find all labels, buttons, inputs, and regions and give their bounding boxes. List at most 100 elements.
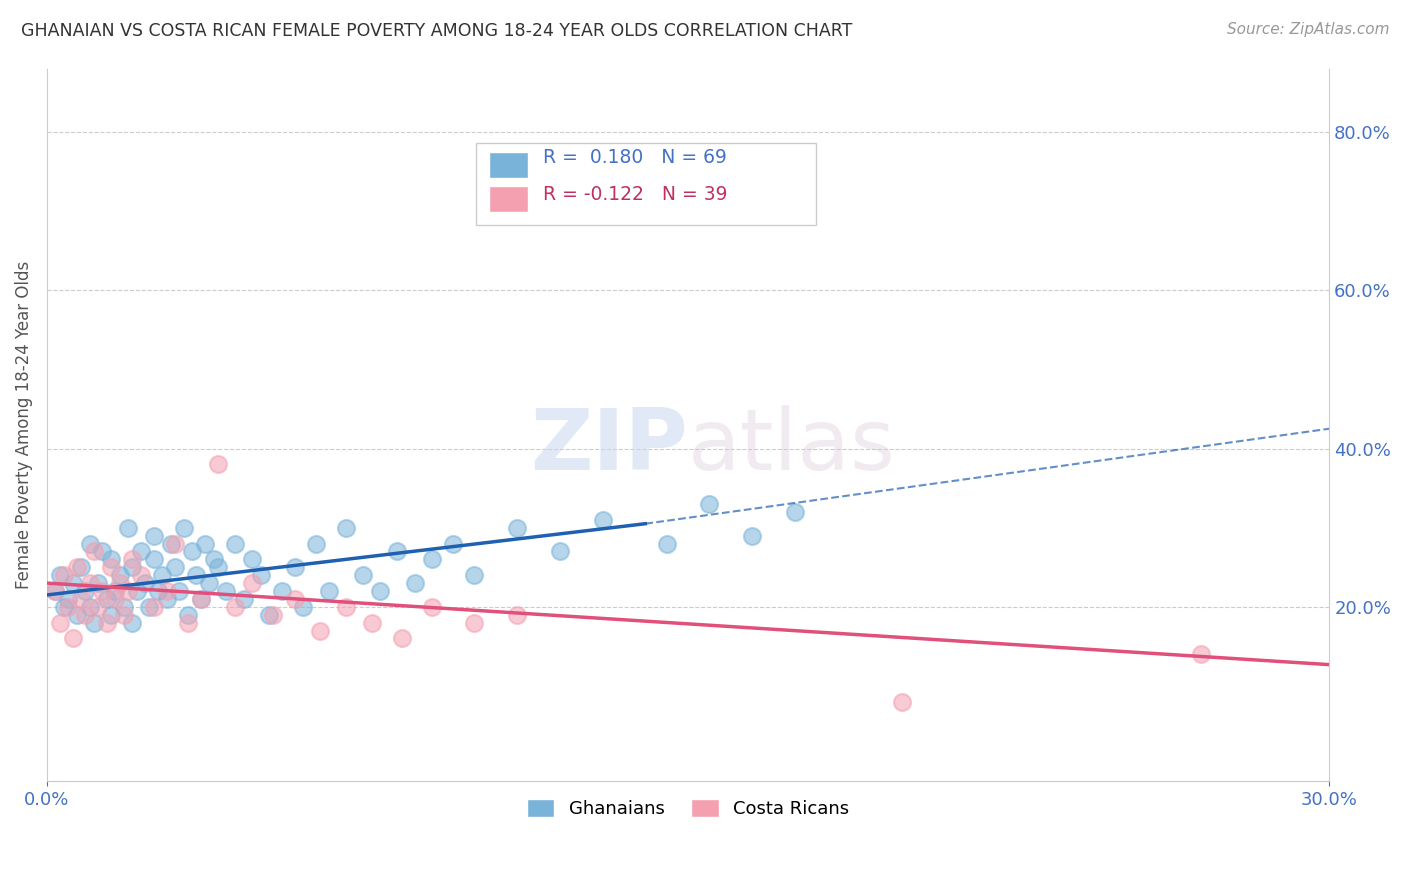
Ghanaians (202, 552, 225, 566)
Ghanaians (224, 536, 246, 550)
Costa Ricans (87, 599, 110, 614)
Ghanaians (352, 568, 374, 582)
Ghanaians (271, 584, 294, 599)
Costa Ricans (91, 584, 114, 599)
Ghanaians (592, 513, 614, 527)
Costa Ricans (309, 624, 332, 638)
Costa Ricans (100, 560, 122, 574)
Ghanaians (441, 536, 464, 550)
Ghanaians (91, 544, 114, 558)
Ghanaians (190, 591, 212, 606)
Ghanaians (249, 568, 271, 582)
Ghanaians (215, 584, 238, 599)
Ghanaians (318, 584, 340, 599)
Ghanaians (142, 552, 165, 566)
Ghanaians (232, 591, 254, 606)
Legend: Ghanaians, Costa Ricans: Ghanaians, Costa Ricans (520, 791, 856, 825)
Costa Ricans (112, 607, 135, 622)
Costa Ricans (129, 568, 152, 582)
Ghanaians (100, 552, 122, 566)
Costa Ricans (66, 560, 89, 574)
Ghanaians (108, 568, 131, 582)
Ghanaians (138, 599, 160, 614)
Costa Ricans (224, 599, 246, 614)
Ghanaians (129, 544, 152, 558)
Costa Ricans (79, 576, 101, 591)
Costa Ricans (177, 615, 200, 630)
Ghanaians (305, 536, 328, 550)
Text: ZIP: ZIP (530, 405, 688, 488)
Costa Ricans (420, 599, 443, 614)
Ghanaians (186, 568, 208, 582)
Costa Ricans (284, 591, 307, 606)
Costa Ricans (890, 695, 912, 709)
Ghanaians (741, 528, 763, 542)
FancyBboxPatch shape (477, 144, 817, 226)
Costa Ricans (75, 607, 97, 622)
Text: atlas: atlas (688, 405, 896, 488)
Ghanaians (387, 544, 409, 558)
Ghanaians (75, 584, 97, 599)
Costa Ricans (70, 591, 93, 606)
Costa Ricans (165, 536, 187, 550)
Ghanaians (104, 584, 127, 599)
Text: GHANAIAN VS COSTA RICAN FEMALE POVERTY AMONG 18-24 YEAR OLDS CORRELATION CHART: GHANAIAN VS COSTA RICAN FEMALE POVERTY A… (21, 22, 852, 40)
Ghanaians (87, 576, 110, 591)
Costa Ricans (96, 615, 118, 630)
Costa Ricans (240, 576, 263, 591)
Ghanaians (194, 536, 217, 550)
Ghanaians (207, 560, 229, 574)
Ghanaians (58, 591, 80, 606)
Ghanaians (506, 521, 529, 535)
FancyBboxPatch shape (489, 186, 527, 211)
Ghanaians (44, 584, 66, 599)
Ghanaians (83, 615, 105, 630)
Text: R = -0.122   N = 39: R = -0.122 N = 39 (543, 186, 728, 204)
Costa Ricans (83, 544, 105, 558)
Ghanaians (112, 599, 135, 614)
Ghanaians (165, 560, 187, 574)
FancyBboxPatch shape (489, 152, 527, 178)
Ghanaians (404, 576, 426, 591)
Ghanaians (150, 568, 173, 582)
Ghanaians (169, 584, 191, 599)
Costa Ricans (391, 632, 413, 646)
Ghanaians (96, 591, 118, 606)
Ghanaians (134, 576, 156, 591)
Costa Ricans (1189, 648, 1212, 662)
Ghanaians (53, 599, 76, 614)
Ghanaians (257, 607, 280, 622)
Ghanaians (783, 505, 806, 519)
Costa Ricans (190, 591, 212, 606)
Ghanaians (121, 615, 143, 630)
Text: R =  0.180   N = 69: R = 0.180 N = 69 (543, 148, 727, 167)
Ghanaians (335, 521, 357, 535)
Ghanaians (70, 560, 93, 574)
Ghanaians (173, 521, 195, 535)
Ghanaians (292, 599, 315, 614)
Ghanaians (79, 536, 101, 550)
Ghanaians (48, 568, 70, 582)
Ghanaians (198, 576, 221, 591)
Costa Ricans (62, 632, 84, 646)
Ghanaians (100, 607, 122, 622)
Costa Ricans (155, 584, 177, 599)
Ghanaians (160, 536, 183, 550)
Costa Ricans (53, 568, 76, 582)
Costa Ricans (463, 615, 485, 630)
Ghanaians (420, 552, 443, 566)
Ghanaians (121, 560, 143, 574)
Costa Ricans (48, 615, 70, 630)
Ghanaians (699, 497, 721, 511)
Ghanaians (155, 591, 177, 606)
Costa Ricans (44, 584, 66, 599)
Ghanaians (79, 599, 101, 614)
Costa Ricans (117, 584, 139, 599)
Costa Ricans (142, 599, 165, 614)
Costa Ricans (121, 552, 143, 566)
Ghanaians (146, 584, 169, 599)
Costa Ricans (207, 458, 229, 472)
Ghanaians (368, 584, 391, 599)
Ghanaians (181, 544, 204, 558)
Ghanaians (117, 521, 139, 535)
